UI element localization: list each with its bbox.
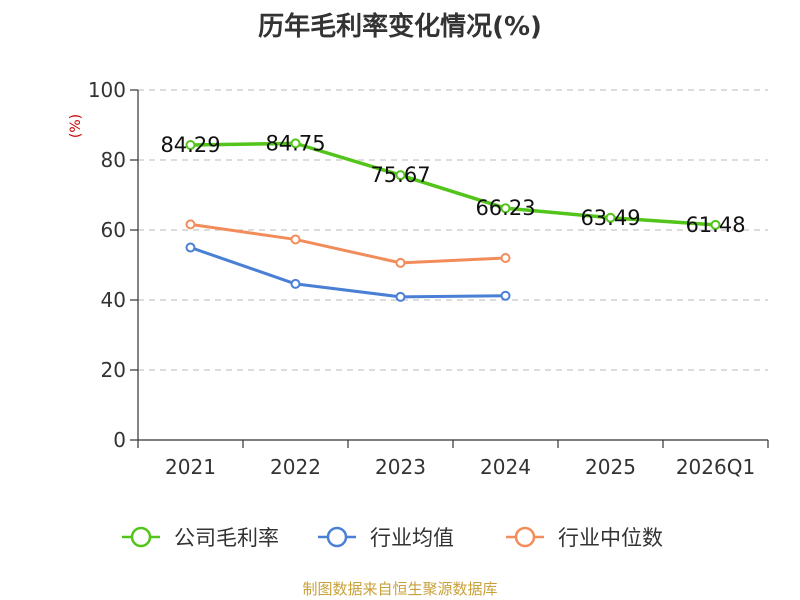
series-line-0	[188, 141, 718, 227]
y-tick-label: 40	[101, 288, 126, 312]
data-point	[605, 212, 616, 223]
data-point	[185, 139, 196, 150]
data-point	[185, 219, 196, 230]
x-tick-label: 2026Q1	[676, 455, 755, 479]
data-point	[290, 278, 301, 289]
legend-item-label[interactable]: 公司毛利率	[174, 526, 279, 550]
data-point	[185, 242, 196, 253]
data-point	[395, 257, 406, 268]
data-label: 75.67	[370, 163, 430, 187]
legend-item-label[interactable]: 行业均值	[370, 526, 454, 550]
source-note: 制图数据来自恒生聚源数据库	[302, 580, 498, 598]
data-point	[395, 291, 406, 302]
data-label: 84.75	[265, 131, 325, 155]
data-point	[290, 138, 301, 149]
series-line-1	[189, 246, 507, 299]
y-axis-unit-label: (%)	[68, 114, 84, 138]
y-tick-label: 80	[101, 148, 126, 172]
legend-marker	[130, 526, 152, 548]
data-point	[500, 253, 511, 263]
data-label: 66.23	[475, 196, 535, 220]
x-tick-label: 2023	[375, 455, 426, 479]
legend-marker	[514, 526, 536, 548]
y-tick-label: 20	[101, 358, 126, 382]
x-tick-label: 2024	[480, 455, 531, 479]
y-tick-label: 100	[88, 78, 126, 102]
legend-marker	[326, 526, 348, 548]
y-tick-label: 0	[113, 428, 126, 452]
data-point	[395, 170, 406, 181]
x-tick-label: 2025	[585, 455, 636, 479]
data-label: 63.49	[580, 206, 640, 230]
x-tick-label: 2021	[165, 455, 216, 479]
data-point	[290, 234, 301, 245]
chart-title: 历年毛利率变化情况(%)	[258, 12, 542, 42]
x-tick-label: 2022	[270, 455, 321, 479]
data-point	[500, 290, 511, 301]
y-tick-label: 60	[101, 218, 126, 242]
data-label: 84.29	[160, 133, 220, 157]
data-point	[500, 203, 511, 214]
data-point	[710, 219, 721, 230]
data-label: 61.48	[685, 213, 745, 237]
series-line-2	[189, 222, 507, 265]
legend-item-label[interactable]: 行业中位数	[558, 526, 663, 550]
